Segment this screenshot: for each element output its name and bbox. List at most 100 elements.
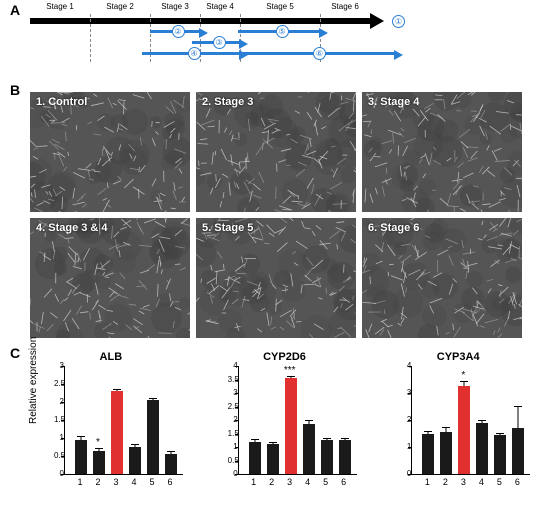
timeline-arrowhead: [370, 13, 384, 29]
chart-errorbar: [254, 440, 255, 441]
chart-errorbar-cap: [149, 398, 157, 399]
chart-errorbar-cap: [269, 442, 277, 443]
chart-errorbar-cap: [514, 406, 522, 407]
chart-bar: [321, 440, 333, 474]
chart-errorbar: [153, 399, 154, 400]
chart-ytick-mark: [61, 420, 65, 421]
timeline-stage-label: Stage 5: [266, 2, 294, 11]
chart-ytick-mark: [235, 380, 239, 381]
chart-errorbar: [344, 439, 345, 440]
panel-label-c: C: [10, 345, 20, 361]
micrograph: 2. Stage 3: [196, 92, 356, 212]
chart-errorbar: [464, 382, 465, 386]
chart-xtick-label: 6: [341, 477, 346, 487]
chart-bar: [93, 451, 105, 474]
micrograph: 1. Control: [30, 92, 190, 212]
chart-bar-fill: [111, 391, 123, 474]
chart-ytick-mark: [408, 366, 412, 367]
panel-b-micrographs: 1. Control2. Stage 33. Stage 44. Stage 3…: [30, 92, 530, 338]
timeline-circle-label: ④: [188, 47, 201, 60]
chart-errorbar: [446, 428, 447, 432]
micrograph: 6. Stage 6: [362, 218, 522, 338]
chart-xtick-label: 3: [461, 477, 466, 487]
chart-xtick-label: 1: [77, 477, 82, 487]
micrograph: 5. Stage 5: [196, 218, 356, 338]
chart-bar-fill: [422, 434, 434, 475]
chart-ytick-mark: [235, 366, 239, 367]
chart-errorbar-cap: [424, 431, 432, 432]
chart-bar-fill: [267, 444, 279, 474]
chart-xtick-label: 4: [131, 477, 136, 487]
timeline-tick: [90, 14, 91, 62]
chart-xtick-label: 6: [515, 477, 520, 487]
chart-bar-fill: [512, 428, 524, 474]
chart-bar-fill: [303, 424, 315, 474]
chart-errorbar: [290, 377, 291, 378]
chart-significance-marker: *: [96, 437, 100, 448]
chart-ytick-mark: [61, 456, 65, 457]
chart-errorbar: [308, 421, 309, 424]
chart-errorbar-cap: [167, 451, 175, 452]
chart-xtick-label: 3: [287, 477, 292, 487]
chart-errorbar-cap: [323, 438, 331, 439]
chart-errorbar-cap: [478, 420, 486, 421]
chart-bar: [75, 440, 87, 474]
chart-errorbar-cap: [305, 420, 313, 421]
chart-bar-fill: [458, 386, 470, 474]
chart-bar: [165, 454, 177, 474]
chart-bar-fill: [321, 440, 333, 474]
chart-errorbar-cap: [113, 389, 121, 390]
chart-errorbar: [482, 421, 483, 422]
chart-errorbar-cap: [460, 381, 468, 382]
chart-bar: [249, 442, 261, 474]
chart-bar-fill: [285, 378, 297, 474]
chart-bar: [303, 424, 315, 474]
chart-ytick-mark: [235, 420, 239, 421]
micrograph-label: 1. Control: [36, 96, 87, 108]
chart-bar-fill: [494, 435, 506, 474]
chart-plot-area: [411, 366, 530, 475]
micrograph-label: 4. Stage 3 & 4: [36, 222, 108, 234]
chart-errorbar: [500, 434, 501, 435]
timeline-bar-arrowhead: [394, 50, 403, 60]
timeline-stage-label: Stage 3: [161, 2, 189, 11]
chart-bar: [476, 423, 488, 474]
chart-bar-fill: [165, 454, 177, 474]
timeline-circle-label: ⑥: [313, 47, 326, 60]
chart-errorbar: [518, 407, 519, 429]
chart-plot-area: [238, 366, 357, 475]
panel-a-timeline: Stage 1Stage 2Stage 3Stage 4Stage 5Stage…: [30, 6, 410, 76]
chart-xtick-label: 4: [305, 477, 310, 487]
chart-bar: [285, 378, 297, 474]
chart-xtick-label: 3: [113, 477, 118, 487]
chart-xtick-label: 2: [95, 477, 100, 487]
chart-bar: [129, 447, 141, 474]
bar-chart: CYP2D600.511.522.533.54123456***: [206, 352, 364, 502]
chart-errorbar-cap: [95, 448, 103, 449]
chart-bar: [147, 400, 159, 474]
timeline-stage-label: Stage 1: [46, 2, 74, 11]
timeline-circle-label: ①: [392, 15, 405, 28]
micrograph-label: 2. Stage 3: [202, 96, 253, 108]
chart-bar: [512, 428, 524, 474]
chart-bar: [111, 391, 123, 474]
timeline-stage-label: Stage 6: [331, 2, 359, 11]
chart-ytick-mark: [235, 474, 239, 475]
chart-significance-marker: ***: [284, 365, 296, 376]
chart-ytick-mark: [408, 393, 412, 394]
chart-xtick-label: 2: [269, 477, 274, 487]
chart-xtick-label: 5: [149, 477, 154, 487]
chart-xtick-label: 1: [251, 477, 256, 487]
chart-significance-marker: *: [461, 370, 465, 381]
micrograph: 4. Stage 3 & 4: [30, 218, 190, 338]
bar-chart: CYP3A401234123456*: [379, 352, 537, 502]
chart-xtick-label: 2: [443, 477, 448, 487]
chart-bar-fill: [440, 432, 452, 474]
chart-errorbar-cap: [442, 427, 450, 428]
chart-ytick-mark: [408, 420, 412, 421]
chart-errorbar-cap: [251, 439, 259, 440]
chart-ytick-mark: [61, 366, 65, 367]
micrograph-label: 6. Stage 6: [368, 222, 419, 234]
chart-ytick-mark: [408, 474, 412, 475]
timeline-stage-label: Stage 4: [206, 2, 234, 11]
